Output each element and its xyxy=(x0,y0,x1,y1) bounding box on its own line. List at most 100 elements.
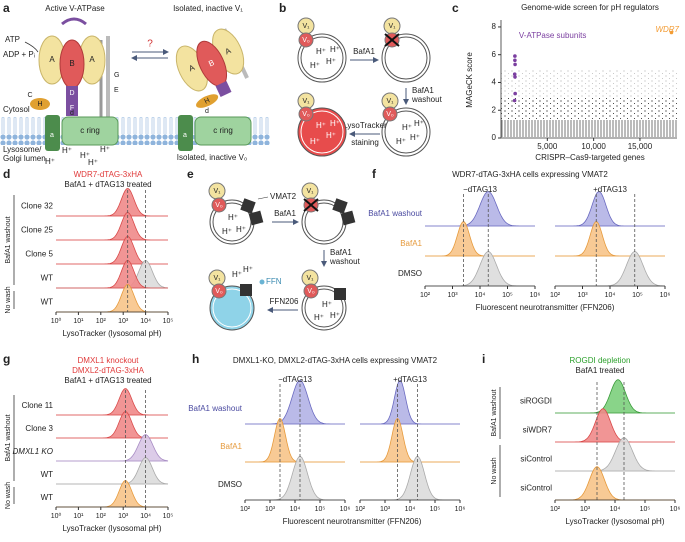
panel-title: BafA1 + dTAG13 treated xyxy=(64,376,151,385)
x-tick-label: 10⁴ xyxy=(610,506,621,513)
label: V₁ xyxy=(213,188,221,195)
label: a xyxy=(3,1,10,15)
y-tick-label: 4 xyxy=(492,78,497,87)
condition-label: +dTAG13 xyxy=(393,375,427,384)
shape xyxy=(384,110,428,154)
histogram xyxy=(555,251,666,287)
label: H⁺ xyxy=(100,145,110,154)
label: VMAT2 xyxy=(270,192,297,201)
x-tick-label: 10⁶ xyxy=(660,292,671,299)
annotation: V-ATPase subunits xyxy=(519,31,586,40)
point xyxy=(513,58,517,63)
histogram xyxy=(56,457,169,485)
shape xyxy=(66,86,78,116)
x-tick-label: 10² xyxy=(355,506,366,513)
shape xyxy=(303,198,319,212)
label: CRISPR–Cas9-targeted genes xyxy=(535,153,644,162)
label: H⁺ xyxy=(316,121,326,130)
row-label: BafA1 washout xyxy=(368,209,423,218)
shape xyxy=(211,197,227,213)
shape xyxy=(215,81,232,97)
row-label: Clone 11 xyxy=(22,401,54,410)
label: c xyxy=(452,1,459,15)
x-tick-label: 10,000 xyxy=(581,142,606,151)
histogram xyxy=(555,191,665,227)
x-tick-label: 10³ xyxy=(118,318,129,325)
x-tick-label: 10⁰ xyxy=(51,317,62,325)
label: H⁺ xyxy=(402,123,412,132)
row-label: siWDR7 xyxy=(523,426,553,435)
label: b xyxy=(279,1,286,15)
label: V₀ xyxy=(215,288,223,295)
x-tick-label: 10² xyxy=(240,506,251,513)
label: Cytosol xyxy=(3,105,30,114)
x-tick-label: 10⁶ xyxy=(455,506,466,513)
x-tick-label: 10³ xyxy=(580,506,591,513)
x-tick-label: 10² xyxy=(96,513,107,520)
label: A xyxy=(224,46,233,57)
label: H⁺ xyxy=(232,270,242,279)
label: H⁺ xyxy=(236,225,246,234)
shape xyxy=(298,106,314,122)
label: H xyxy=(37,101,42,108)
label: LysoTracker xyxy=(343,121,387,130)
label: G xyxy=(114,72,119,79)
row-label: DMXL1 KO xyxy=(13,447,53,456)
histogram xyxy=(56,187,168,217)
x-tick-label: 10⁵ xyxy=(163,513,174,520)
shape xyxy=(340,210,356,226)
condition-label: −dTAG13 xyxy=(463,185,497,194)
x-tick-label: 10³ xyxy=(447,292,458,299)
histogram xyxy=(56,283,168,313)
row-label: siControl xyxy=(520,484,552,493)
x-tick-label: 10⁴ xyxy=(475,292,486,299)
shape xyxy=(384,36,428,80)
label: ATP xyxy=(5,35,20,44)
label: H⁺ xyxy=(414,119,424,128)
label: Isolated, inactive V₁ xyxy=(173,4,243,13)
panel-title: BafA1 treated xyxy=(576,366,625,375)
label: C xyxy=(27,92,32,99)
panel-c: c Genome-wide screen for pH regulators M… xyxy=(452,1,680,162)
label: V₁ xyxy=(388,23,396,30)
label: Lysosome/ xyxy=(3,145,42,154)
label: Active V-ATPase xyxy=(45,4,105,13)
histogram xyxy=(360,417,460,463)
label: H⁺ xyxy=(62,146,72,155)
panel-title: WDR7-dTAG-3xHA cells expressing VMAT2 xyxy=(452,170,608,179)
shape xyxy=(178,115,193,151)
y-tick-label: 2 xyxy=(492,105,497,114)
x-tick-label: 10⁴ xyxy=(140,513,151,520)
row-label: WT xyxy=(41,493,54,502)
label: H⁺ xyxy=(396,137,406,146)
x-tick-label: 10⁵ xyxy=(502,292,513,299)
label: H⁺ xyxy=(330,45,340,54)
group-label: No wash xyxy=(5,286,12,313)
x-tick-label: 10⁴ xyxy=(405,506,416,513)
row-label: BafA1 washout xyxy=(188,404,243,413)
panel-a: a Active V-ATPase Isolated, inactive V₁ … xyxy=(0,1,270,167)
histogram xyxy=(555,379,675,414)
label: V₀ xyxy=(302,111,310,118)
shape xyxy=(501,70,677,98)
x-tick-label: 10¹ xyxy=(73,318,84,325)
label: E xyxy=(114,87,119,94)
shape xyxy=(304,288,344,328)
label: A xyxy=(187,63,196,74)
histogram xyxy=(56,259,169,289)
histogram xyxy=(56,434,169,462)
x-tick-label: 10⁴ xyxy=(140,318,151,325)
label: Golgi lumen xyxy=(3,154,46,163)
x-tick-label: 10⁵ xyxy=(430,506,441,513)
row-label: siControl xyxy=(520,455,552,464)
label: H⁺ xyxy=(330,119,340,128)
shape xyxy=(259,279,265,285)
shape xyxy=(212,288,252,328)
panel-label: h xyxy=(192,352,199,366)
label: staining xyxy=(351,138,379,147)
panel-title: DMXL1-KO, DMXL2-dTAG-3xHA cells expressi… xyxy=(233,356,438,365)
label: c ring xyxy=(213,126,233,135)
label: H⁺ xyxy=(330,311,340,320)
